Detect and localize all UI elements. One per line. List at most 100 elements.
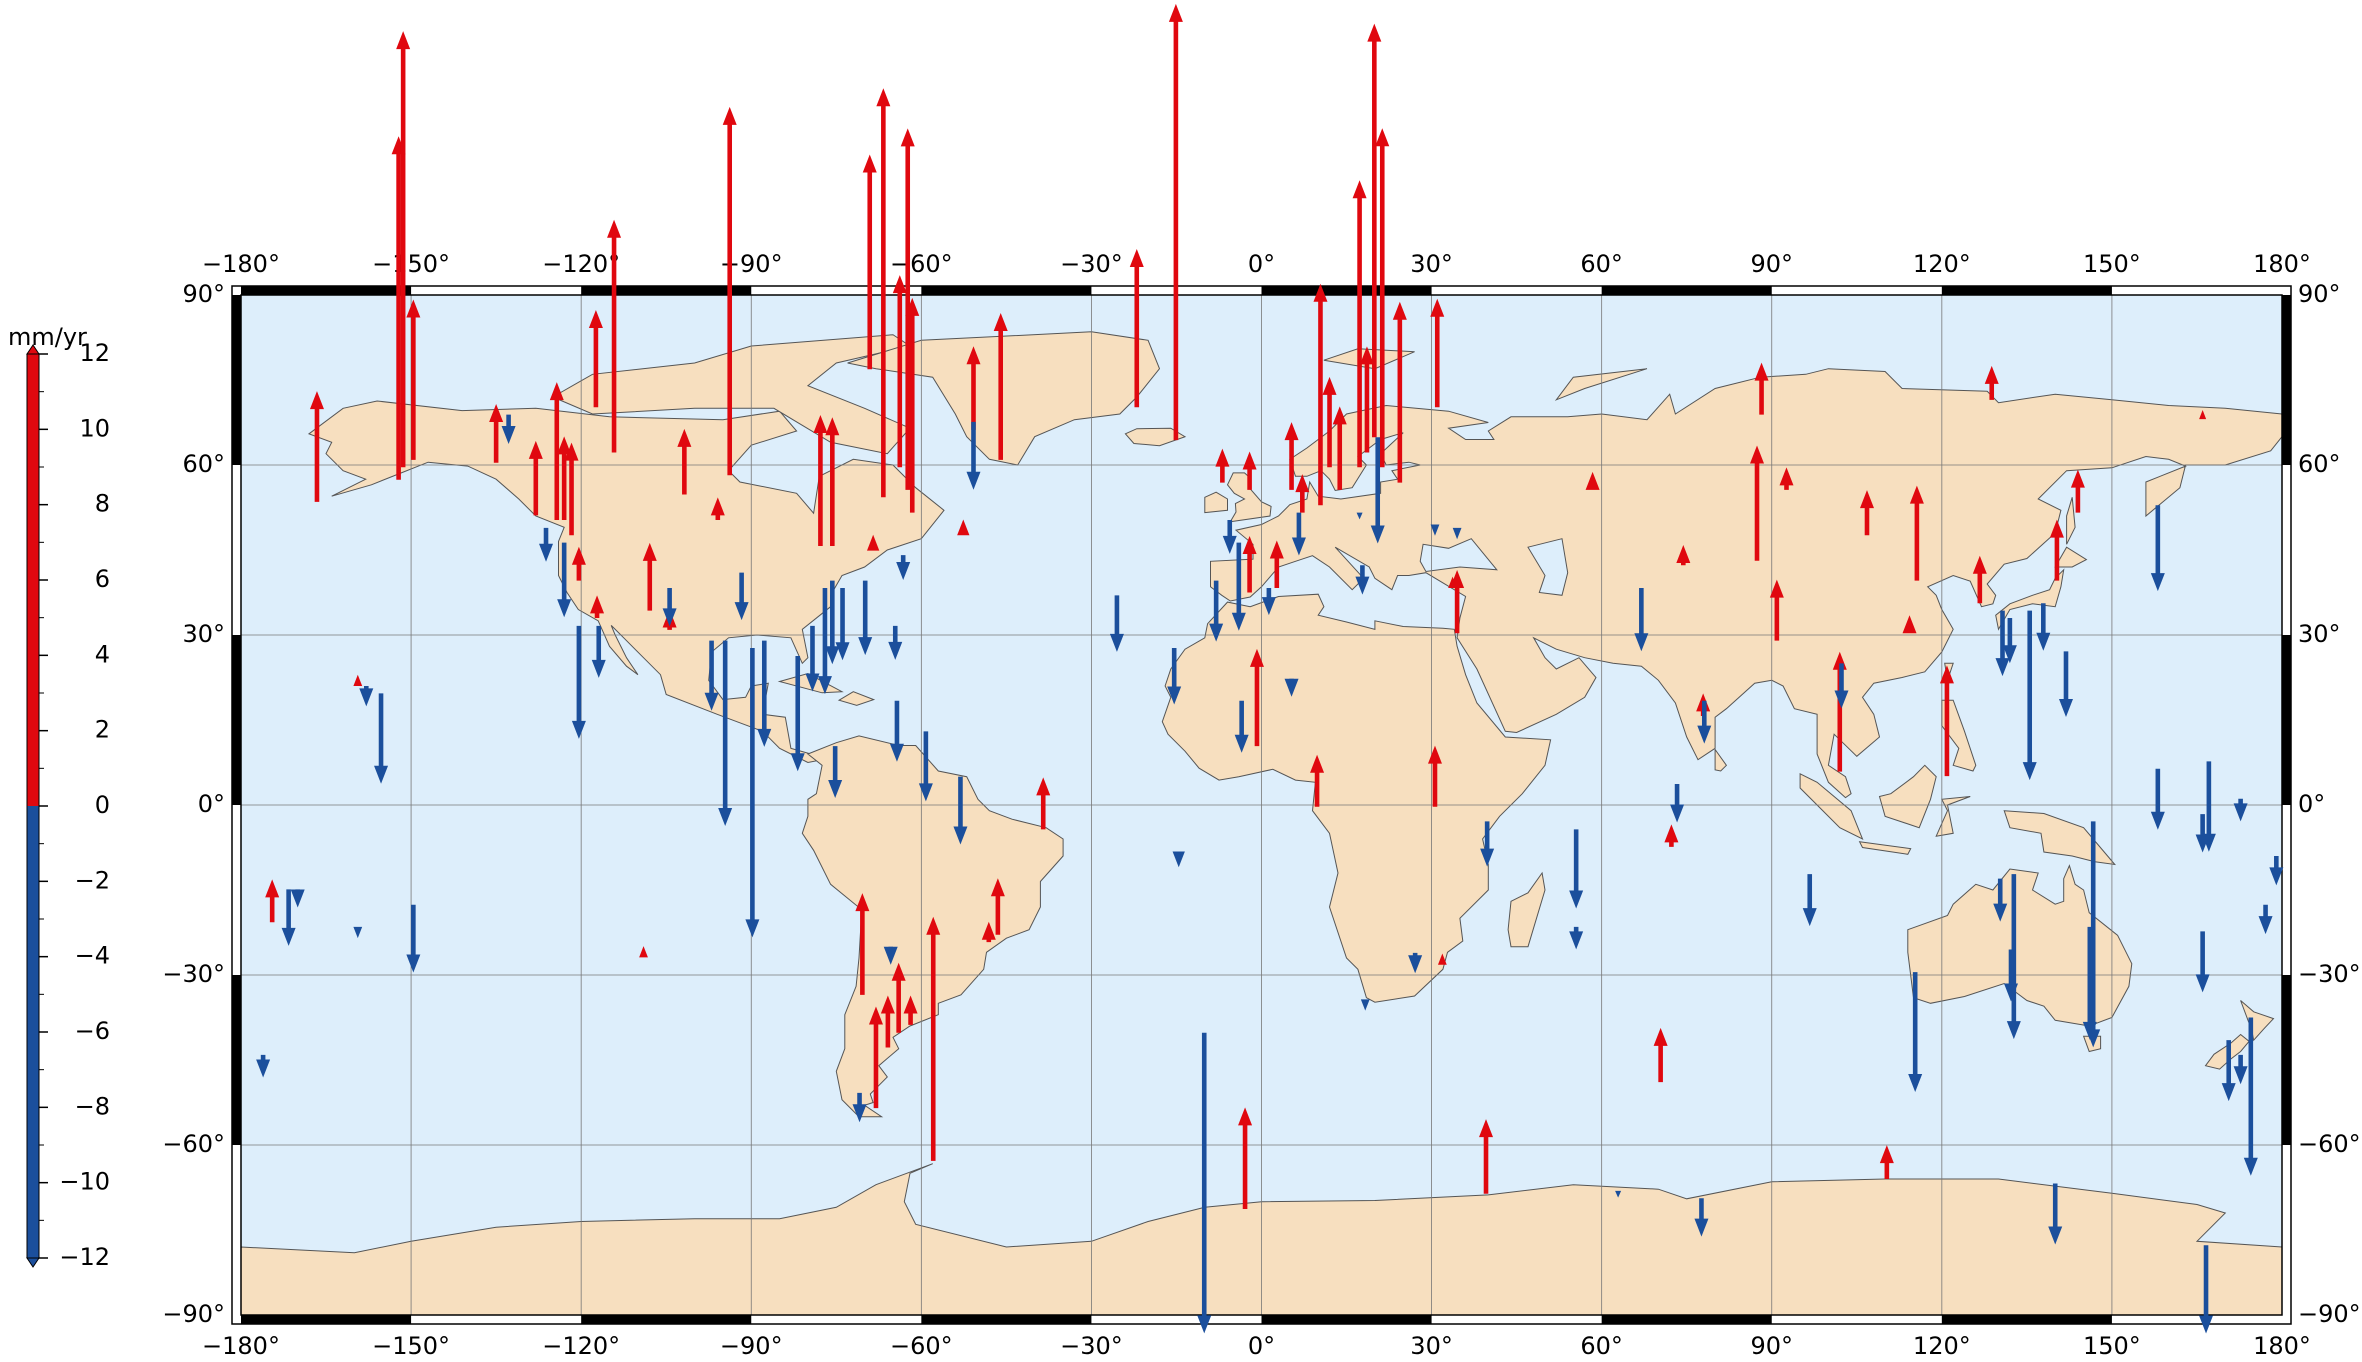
frame-segment [1601,286,1772,295]
velocity-arrow [1972,555,1987,604]
frame-segment [232,635,241,805]
x-tick-label: −150° [372,1332,450,1360]
x-tick-label: 120° [1913,1332,1971,1360]
velocity-arrow [1569,829,1584,909]
velocity-arrow [1754,362,1769,415]
velocity-arrow [1832,651,1847,772]
velocity-arrow [1352,180,1367,468]
frame-segment [1941,1315,2112,1324]
velocity-arrow [1653,1027,1668,1083]
y-tick-label: −90° [162,1300,225,1328]
velocity-arrow [1697,700,1712,744]
x-tick-label: 180° [2253,250,2311,278]
velocity-arrow [353,674,363,686]
velocity-arrow [1261,587,1276,616]
velocity-arrow [2006,874,2021,1040]
velocity-arrow [607,219,622,453]
velocity-arrow [1322,376,1337,468]
x-tick-label: −60° [890,1332,953,1360]
velocity-arrow [1231,542,1246,631]
y-tick-label: −30° [2298,960,2361,988]
velocity-arrow [1664,824,1679,847]
velocity-arrow [396,31,411,468]
velocity-arrow [825,580,840,665]
frame-segment [232,295,241,465]
land [1226,472,1272,523]
velocity-arrow [1249,648,1264,747]
y-tick-label: −90° [2298,1300,2361,1328]
velocity-arrow [889,700,904,762]
x-tick-label: −30° [1060,1332,1123,1360]
basemap [241,295,2282,1315]
velocity-arrow [1834,663,1849,709]
velocity-arrow [896,555,911,580]
land [1714,747,1728,772]
velocity-arrow [2150,505,2165,592]
velocity-arrow [993,313,1008,460]
frame-segment [1261,1315,1432,1324]
velocity-arrow [256,1054,271,1078]
velocity-arrow [1902,615,1917,634]
velocity-arrow [2150,768,2165,830]
y-tick-label: −30° [162,960,225,988]
velocity-arrow [1167,648,1182,705]
velocity-arrow [2243,1017,2258,1176]
velocity-arrow [591,625,606,678]
velocity-arrow [710,497,725,520]
velocity-arrow [813,414,828,547]
velocity-arrow [1284,422,1299,490]
velocity-arrow [722,106,737,476]
y-tick-label: −60° [2298,1130,2361,1158]
velocity-arrow [281,889,296,946]
velocity-arrow [1360,999,1370,1011]
colorbar-tick-label: 2 [95,716,110,744]
velocity-arrow [2233,1054,2248,1085]
velocity-arrow [966,346,981,430]
colorbar-tick-label: −10 [59,1168,110,1196]
velocity-arrow [828,746,843,799]
velocity-arrow [926,916,941,1161]
velocity-arrow [2086,821,2101,1048]
velocity-arrow [835,587,850,661]
y-tick-label: 0° [2298,790,2325,818]
land [1799,772,1864,841]
frame-segment [241,1315,412,1324]
land [1507,871,1546,948]
velocity-arrow [1995,610,2010,677]
velocity-arrow [1370,437,1385,544]
velocity-arrow [1427,745,1442,807]
colorbar-tick-label: −8 [75,1092,110,1120]
velocity-arrow [1215,448,1230,483]
velocity-arrow [1984,365,1999,400]
velocity-arrow [866,534,880,551]
land [1210,368,2282,799]
colorbar-tick-label: −12 [59,1243,110,1271]
land [2066,497,2076,545]
velocity-arrow [2036,603,2051,651]
frame-segment [2282,975,2291,1145]
colorbar-positive [27,354,39,806]
velocity-arrow [1295,474,1310,513]
velocity-arrow [2199,1245,2214,1334]
x-tick-label: −30° [1060,250,1123,278]
velocity-arrow [588,310,603,408]
velocity-arrow [2022,610,2037,781]
velocity-arrow [1750,445,1765,561]
velocity-arrow [1238,1107,1253,1210]
velocity-arrow [817,587,832,695]
x-tick-label: 30° [1410,1332,1453,1360]
velocity-arrow [1036,777,1051,830]
velocity-arrow [1993,878,2008,922]
velocity-arrow [2070,469,2085,513]
velocity-arrow [1284,678,1299,697]
velocity-arrow [406,299,421,460]
land [1995,568,2065,631]
velocity-arrow [639,946,648,958]
y-tick-label: 30° [2298,620,2341,648]
velocity-arrow [590,595,605,618]
velocity-arrow [1222,519,1237,554]
velocity-arrow [957,519,970,536]
velocity-arrow [1779,467,1794,490]
frame-segment [581,1315,752,1324]
